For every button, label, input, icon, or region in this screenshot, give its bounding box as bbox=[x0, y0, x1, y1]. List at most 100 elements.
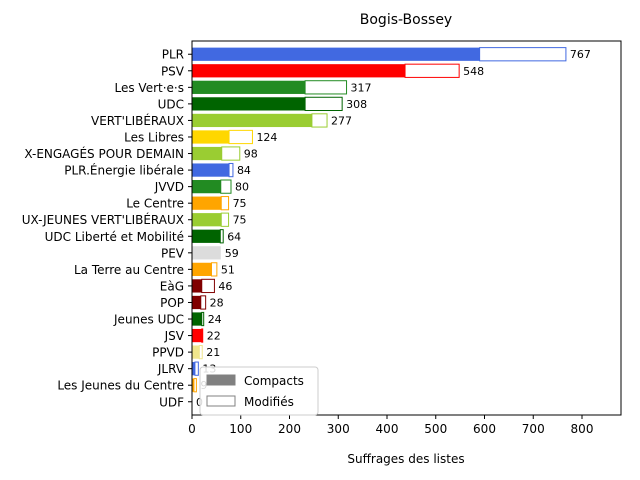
bar-modifies bbox=[221, 146, 241, 161]
bar-compacts bbox=[192, 229, 221, 243]
bar-compacts bbox=[192, 262, 212, 276]
y-tick-label: La Terre au Centre bbox=[74, 263, 184, 277]
x-tick-label: 800 bbox=[571, 422, 594, 436]
x-tick-label: 0 bbox=[188, 422, 196, 436]
bar-compacts bbox=[192, 345, 200, 359]
bar-compacts bbox=[192, 97, 306, 111]
data-label: 277 bbox=[331, 114, 352, 127]
data-label: 28 bbox=[210, 296, 224, 309]
y-tick-label: POP bbox=[160, 296, 184, 310]
bar-compacts bbox=[192, 378, 194, 392]
x-tick-label: 300 bbox=[327, 422, 350, 436]
data-label: 51 bbox=[221, 263, 235, 276]
bar-modifies bbox=[220, 179, 232, 194]
bar-compacts bbox=[192, 180, 221, 194]
data-label: 64 bbox=[227, 230, 241, 243]
bar-compacts bbox=[192, 312, 202, 326]
legend-swatch bbox=[206, 395, 236, 407]
legend: Compacts Modifiés bbox=[199, 366, 319, 416]
plot-area: 767 PLR 548 PSV 317 Les Vert·e·s 308 UDC 277 VERT… bbox=[22, 40, 622, 436]
data-label: 80 bbox=[235, 181, 249, 194]
bar-compacts bbox=[192, 47, 480, 61]
x-tick-label: 500 bbox=[424, 422, 447, 436]
y-tick-label: JLRV bbox=[157, 362, 185, 376]
bar-modifies bbox=[198, 344, 203, 360]
y-tick-label: UDF bbox=[159, 395, 184, 409]
bar-modifies bbox=[404, 63, 460, 78]
x-tick-label: 200 bbox=[278, 422, 301, 436]
y-tick-label: PPVD bbox=[152, 346, 184, 360]
axes-frame bbox=[191, 40, 622, 416]
y-tick-label: Jeunes UDC bbox=[113, 313, 184, 327]
bar-modifies bbox=[200, 295, 207, 310]
bar-compacts bbox=[192, 246, 221, 260]
y-tick-label: UDC bbox=[158, 97, 184, 111]
y-tick-label: PLR.Énergie libérale bbox=[64, 163, 184, 178]
y-tick-label: Les Vert·e·s bbox=[115, 81, 185, 95]
y-tick-label: PLR bbox=[162, 48, 184, 62]
bar-modifies bbox=[228, 162, 234, 178]
bar-compacts bbox=[192, 146, 222, 161]
bar-modifies bbox=[220, 196, 230, 211]
bar-modifies bbox=[201, 278, 215, 294]
data-label: 46 bbox=[218, 280, 232, 293]
bar-compacts bbox=[192, 328, 202, 343]
bar-modifies bbox=[211, 262, 218, 277]
bar-modifies bbox=[194, 361, 199, 376]
legend-label: Compacts bbox=[244, 374, 304, 388]
data-label: 308 bbox=[346, 98, 367, 111]
bar-modifies bbox=[228, 129, 253, 145]
bar-modifies bbox=[479, 47, 567, 62]
y-tick-label: VERT'LIBÉRAUX bbox=[91, 113, 184, 128]
bar-modifies bbox=[201, 311, 205, 327]
bar-modifies bbox=[304, 96, 343, 112]
bar-compacts bbox=[192, 130, 230, 144]
data-label: 548 bbox=[463, 65, 484, 78]
x-axis-label: Suffrages des listes bbox=[347, 452, 464, 466]
data-label: 317 bbox=[351, 81, 372, 94]
bar-compacts bbox=[192, 213, 222, 227]
x-tick-label: 700 bbox=[522, 422, 545, 436]
legend-swatch bbox=[206, 374, 236, 386]
y-tick-label: Les Jeunes du Centre bbox=[57, 379, 184, 393]
y-tick-label: PEV bbox=[161, 246, 185, 260]
data-label: 84 bbox=[237, 164, 251, 177]
data-label: 767 bbox=[570, 48, 591, 61]
y-tick-label: PSV bbox=[161, 64, 185, 78]
bar-modifies bbox=[220, 212, 230, 227]
x-tick-label: 100 bbox=[229, 422, 252, 436]
bar-compacts bbox=[192, 295, 201, 310]
bar-compacts bbox=[192, 163, 230, 177]
data-label: 21 bbox=[206, 346, 220, 359]
chart-title: Bogis-Bossey bbox=[360, 12, 452, 28]
bar-compacts bbox=[192, 279, 202, 293]
y-tick-label: JVVD bbox=[154, 180, 184, 194]
data-label: 75 bbox=[233, 197, 247, 210]
bar-compacts bbox=[192, 64, 406, 78]
bar-modifies bbox=[311, 113, 328, 128]
y-tick-label: Le Centre bbox=[126, 197, 184, 211]
data-label: 75 bbox=[233, 214, 247, 227]
bar-modifies bbox=[201, 328, 204, 343]
y-tick-label: JSV bbox=[164, 329, 185, 343]
data-label: 98 bbox=[244, 148, 258, 161]
y-tick-label: UX-JEUNES VERT'LIBÉRAUX bbox=[22, 212, 184, 227]
bar-compacts bbox=[192, 196, 222, 210]
y-tick-label: Les Libres bbox=[124, 130, 184, 144]
bar-modifies bbox=[304, 80, 348, 95]
x-tick-label: 600 bbox=[473, 422, 496, 436]
bar-compacts bbox=[192, 362, 195, 376]
bar-modifies bbox=[219, 229, 224, 244]
data-label: 22 bbox=[207, 330, 221, 343]
y-tick-label: EàG bbox=[160, 279, 184, 293]
bar-compacts bbox=[192, 80, 306, 94]
data-label: 24 bbox=[208, 313, 222, 326]
bar-modifies bbox=[193, 378, 197, 393]
data-label: 59 bbox=[225, 247, 239, 260]
data-label: 124 bbox=[256, 131, 277, 144]
y-tick-label: UDC Liberté et Mobilité bbox=[45, 230, 184, 244]
bar-compacts bbox=[192, 113, 312, 128]
y-tick-label: X-ENGAGÉS POUR DEMAIN bbox=[24, 146, 184, 161]
x-tick-label: 400 bbox=[376, 422, 399, 436]
